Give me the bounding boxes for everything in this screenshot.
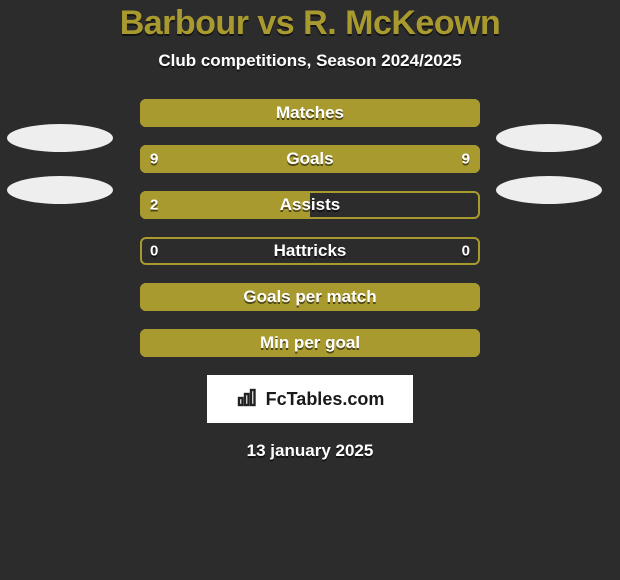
player-a-name: Barbour: [120, 4, 249, 42]
stat-label: Goals: [286, 149, 333, 169]
chart-icon: [236, 385, 260, 414]
logo-box: FcTables.com: [207, 375, 413, 423]
stat-label: Goals per match: [243, 287, 376, 307]
vs-word: vs: [257, 4, 294, 42]
stat-value-left: 2: [150, 197, 158, 214]
stat-row: Min per goal: [140, 329, 480, 357]
side-ellipse: [496, 176, 602, 204]
stat-value-right: 0: [462, 243, 470, 260]
page-title: Barbour vs R. McKeown: [120, 4, 501, 43]
side-ellipse: [496, 124, 602, 152]
logo-text: FcTables.com: [266, 389, 385, 410]
stat-label: Assists: [280, 195, 340, 215]
stat-fill-right: [310, 145, 480, 173]
stat-row: Goals 9 9: [140, 145, 480, 173]
stat-label: Min per goal: [260, 333, 360, 353]
stat-row: Goals per match: [140, 283, 480, 311]
stat-row: Hattricks 0 0: [140, 237, 480, 265]
stat-fill-left: [140, 145, 310, 173]
date-line: 13 january 2025: [247, 441, 374, 461]
side-ellipse: [7, 124, 113, 152]
stat-label: Matches: [276, 103, 344, 123]
stat-row: Matches: [140, 99, 480, 127]
stat-row: Assists 2: [140, 191, 480, 219]
side-ellipse: [7, 176, 113, 204]
content-root: Barbour vs R. McKeown Club competitions,…: [0, 0, 620, 580]
stat-value-left: 0: [150, 243, 158, 260]
stat-value-left: 9: [150, 151, 158, 168]
stat-value-right: 9: [462, 151, 470, 168]
player-b-name: R. McKeown: [303, 4, 500, 42]
subtitle: Club competitions, Season 2024/2025: [158, 51, 461, 71]
stat-label: Hattricks: [274, 241, 347, 261]
